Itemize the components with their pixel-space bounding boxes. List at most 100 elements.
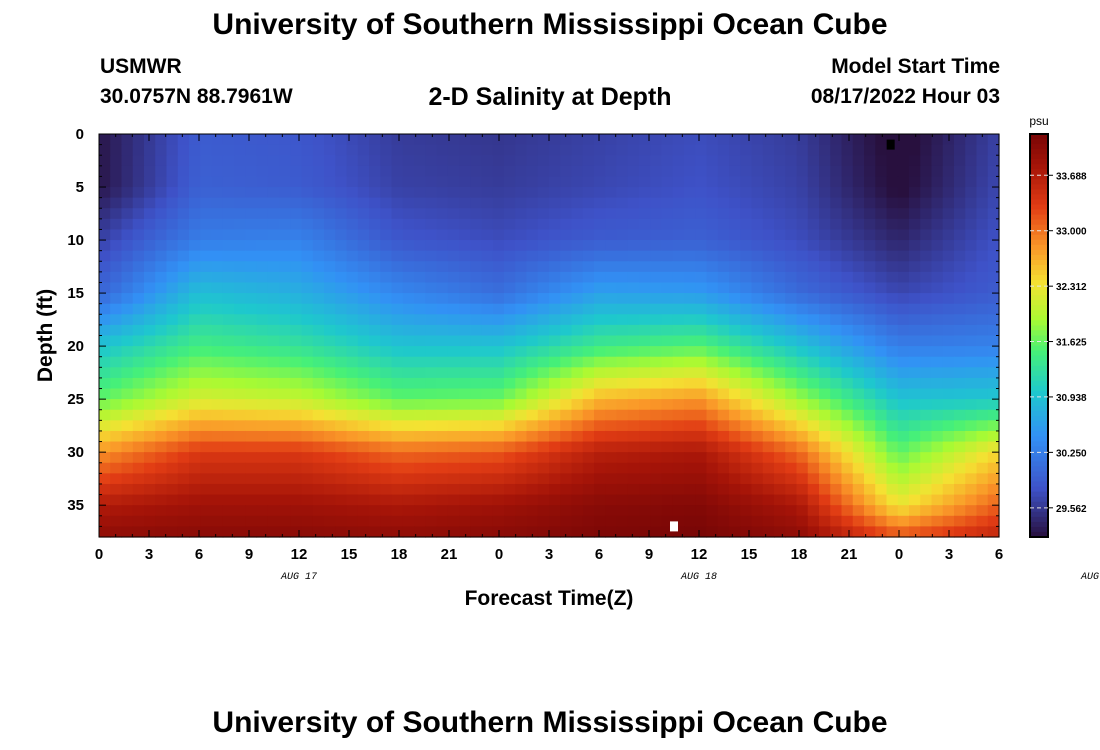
heatmap-cell [717,473,730,485]
heatmap-cell [414,346,426,358]
y-axis-title: Depth (ft) [34,289,57,382]
heatmap-cell [594,197,606,209]
heatmap-cell [875,388,888,400]
heatmap-cell [875,346,888,358]
heatmap-cell [166,430,179,443]
heatmap-cell [987,367,1000,379]
heatmap-cell [897,165,910,178]
heatmap-cell [740,452,753,464]
heatmap-cell [436,356,449,368]
heatmap-cell [864,271,876,284]
heatmap-cell [380,250,393,262]
heatmap-cell [605,335,618,347]
heatmap-cell [414,229,426,241]
heatmap-cell [605,388,618,400]
heatmap-cell [841,356,854,368]
heatmap-cell [391,515,404,527]
heatmap-cell [324,165,336,178]
heatmap-cell [684,134,696,146]
heatmap-cell [852,462,865,474]
heatmap-cell [504,134,516,146]
heatmap-cell [132,409,145,421]
heatmap-cell [132,303,145,315]
heatmap-cell [807,388,820,400]
heatmap-cell [357,367,370,379]
heatmap-cell [751,261,764,273]
heatmap-cell [549,409,561,421]
heatmap-cell [391,155,404,167]
heatmap-cell [144,399,156,411]
heatmap-cell [729,388,741,400]
heatmap-cell [774,155,786,167]
heatmap-cell [684,441,696,453]
heatmap-cell [211,282,224,294]
heatmap-cell [110,229,123,241]
heatmap-cell [279,229,291,241]
heatmap-cell [976,409,989,421]
heatmap-cell [211,165,224,178]
heatmap-cell [515,240,528,252]
heatmap-cell [402,229,415,241]
heatmap-cell [200,314,213,326]
heatmap-cell [672,134,685,146]
heatmap-cell [762,197,775,209]
heatmap-cell [200,197,213,209]
heatmap-cell [571,462,584,474]
heatmap-cell [470,293,483,305]
colorbar-segment [1030,254,1048,261]
heatmap-cell [819,505,831,517]
heatmap-cell [920,409,933,421]
heatmap-cell [391,229,404,241]
heatmap-cell [909,314,921,326]
heatmap-cell [267,483,280,496]
x-tick-label: 15 [741,546,758,563]
heatmap-cell [177,282,190,294]
heatmap-cell [706,367,719,379]
heatmap-cell [189,356,201,368]
heatmap-cell [729,187,741,199]
heatmap-cell [864,324,876,337]
heatmap-cell [897,441,910,453]
heatmap-cell [616,187,629,199]
heatmap-cell [942,409,955,421]
heatmap-cell [762,144,775,156]
heatmap-cell [200,377,213,390]
heatmap-cell [706,240,719,252]
heatmap-cell [155,452,168,464]
heatmap-cell [211,409,224,421]
heatmap-cell [909,515,921,527]
heatmap-cell [402,324,415,337]
heatmap-cell [965,271,978,284]
heatmap-cell [684,505,696,517]
heatmap-cell [875,271,888,284]
heatmap-cell [99,165,111,178]
heatmap-cell [594,282,606,294]
heatmap-cell [324,218,336,231]
heatmap-cell [639,505,651,517]
heatmap-cell [571,483,584,496]
heatmap-cell [909,399,921,411]
heatmap-cell [324,134,336,146]
heatmap-cell [672,176,685,188]
heatmap-cell [526,388,539,400]
heatmap-cell [189,388,201,400]
heatmap-cell [155,250,168,262]
heatmap-cell [177,494,190,506]
heatmap-cell [785,388,798,400]
heatmap-cell [110,165,123,178]
heatmap-cell [99,409,111,421]
heatmap-cell [346,473,359,485]
heatmap-cell [987,505,1000,517]
heatmap-cell [515,261,528,273]
heatmap-cell [211,208,224,220]
heatmap-cell [515,155,528,167]
heatmap-cell [830,409,843,421]
heatmap-cell [380,399,393,411]
heatmap-cell [560,208,573,220]
heatmap-cell [909,388,921,400]
x-tick-label: 12 [291,546,308,563]
heatmap-cell [189,441,201,453]
heatmap-cell [279,388,291,400]
heatmap-cell [549,303,561,315]
heatmap-cell [594,409,606,421]
